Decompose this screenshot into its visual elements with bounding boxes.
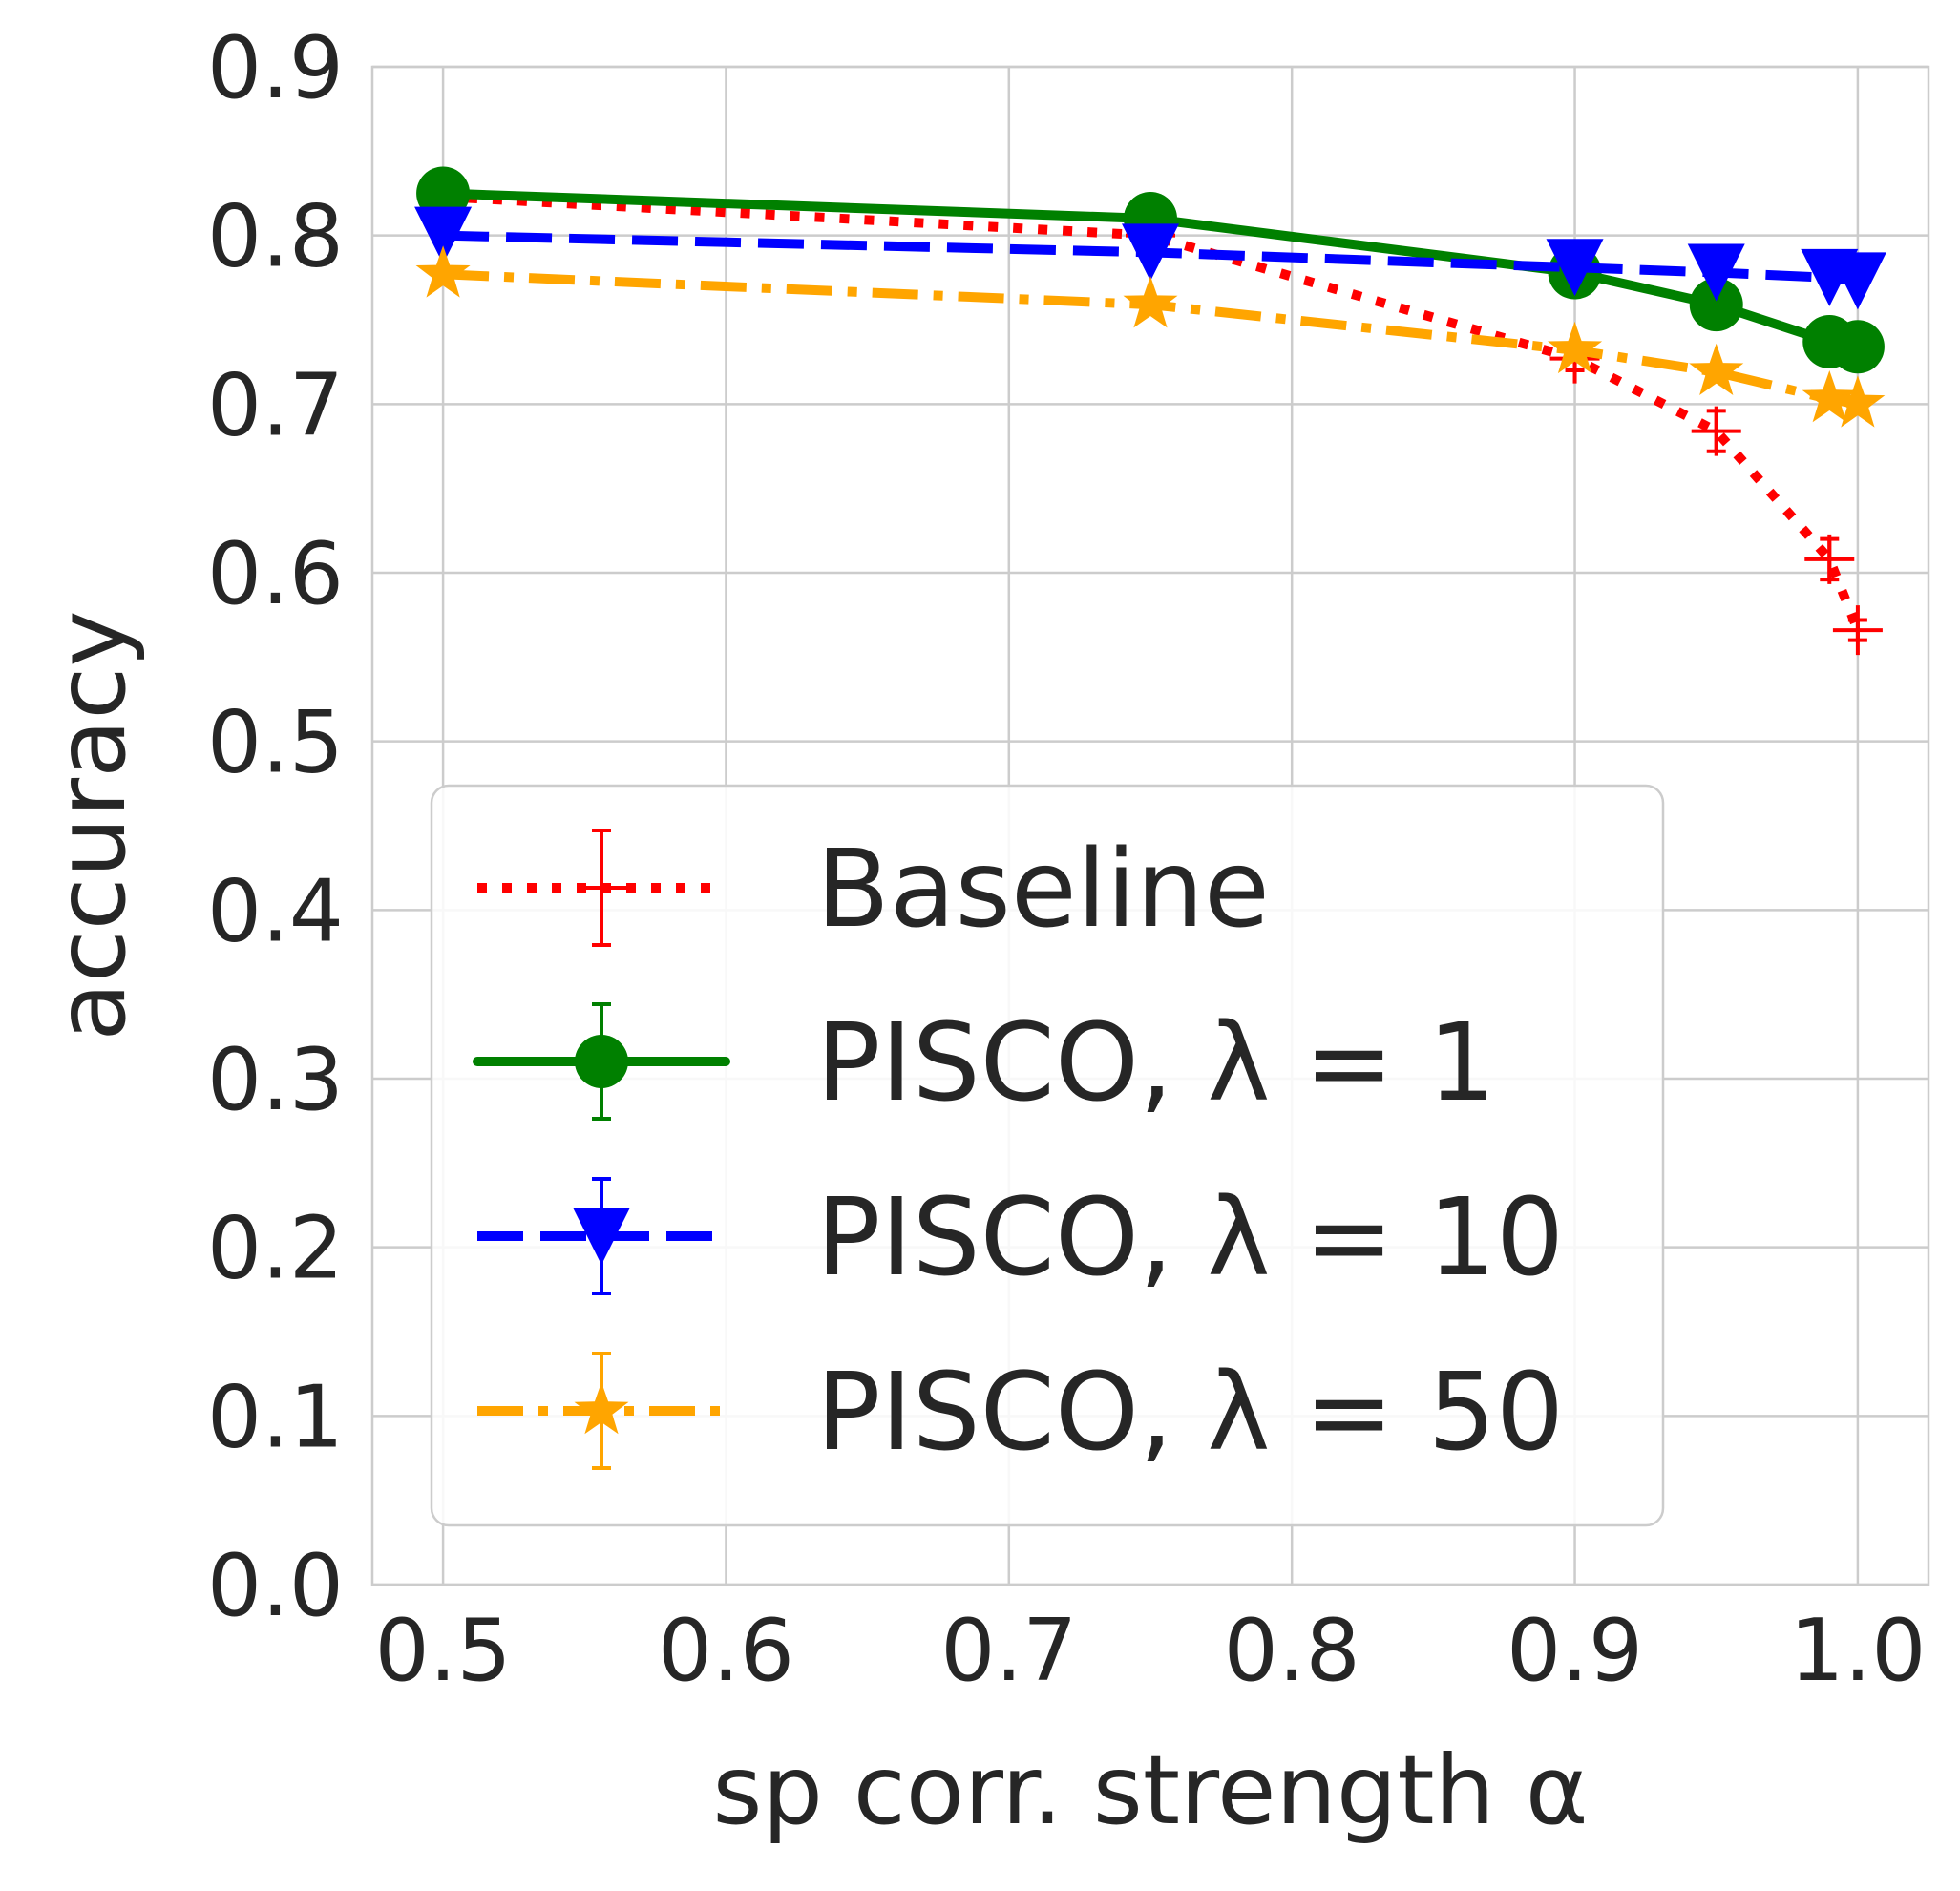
triangle-marker — [1122, 223, 1179, 282]
legend-label: PISCO, λ = 50 — [816, 1351, 1564, 1475]
circle-marker — [575, 1035, 628, 1088]
series-line — [442, 192, 1863, 632]
circle-marker — [416, 166, 471, 221]
y-tick-label: 0.2 — [207, 1199, 344, 1299]
x-tick-label: 0.8 — [1224, 1601, 1360, 1701]
star-marker — [1548, 321, 1603, 374]
y-tick-label: 0.3 — [207, 1030, 344, 1130]
x-tick-label: 0.9 — [1507, 1601, 1643, 1701]
legend-entry: PISCO, λ = 1 — [473, 1001, 1496, 1125]
x-tick-label: 0.6 — [658, 1601, 794, 1701]
y-tick-label: 0.1 — [207, 1367, 344, 1467]
y-tick-label: 0.6 — [207, 524, 344, 624]
legend-entry: PISCO, λ = 10 — [477, 1176, 1564, 1300]
y-tick-label: 0.7 — [207, 355, 344, 455]
circle-marker — [1830, 320, 1885, 374]
star-marker — [415, 245, 471, 298]
legend: Baseline PISCO, λ = 1 PISCO, λ = 10 PISCO, … — [430, 784, 1665, 1527]
y-tick-label: 0.8 — [207, 187, 344, 287]
triangle-marker — [1828, 252, 1886, 310]
star-marker — [1802, 370, 1857, 423]
legend-entry: Baseline — [477, 828, 1270, 952]
circle-marker — [1689, 278, 1743, 332]
legend-entry: PISCO, λ = 50 — [477, 1351, 1564, 1475]
legend-label: PISCO, λ = 1 — [816, 1001, 1496, 1125]
legend-box — [430, 784, 1665, 1527]
triangle-marker — [573, 1208, 630, 1265]
x-axis-label: sp corr. strength α — [712, 1734, 1588, 1846]
series-2 — [414, 206, 1886, 310]
triangle-marker — [414, 206, 473, 264]
x-tick-label: 0.5 — [375, 1601, 512, 1701]
y-tick-label: 0.0 — [207, 1536, 344, 1636]
plot-frame — [370, 65, 1930, 1586]
star-marker — [574, 1382, 629, 1435]
y-tick-label: 0.4 — [207, 861, 344, 961]
y-tick-label: 0.5 — [207, 693, 344, 793]
series-3 — [415, 245, 1886, 428]
star-marker — [1123, 276, 1178, 328]
triangle-marker — [1546, 239, 1604, 297]
series-layer — [414, 166, 1886, 656]
y-tick-label: 0.9 — [207, 18, 344, 118]
legend-label: Baseline — [816, 828, 1270, 952]
y-axis-label: accuracy — [35, 610, 147, 1040]
x-tick-label: 1.0 — [1789, 1601, 1926, 1701]
x-tick-label: 0.7 — [940, 1601, 1077, 1701]
legend-label: PISCO, λ = 10 — [816, 1176, 1564, 1300]
tick-labels: 0.5 0.6 0.7 0.8 0.9 1.0 0.0 0.1 0.2 0.3 0.4 0.5 0.6 0… — [207, 18, 1927, 1701]
triangle-marker — [1687, 243, 1745, 302]
star-marker — [1689, 343, 1744, 395]
star-marker — [1830, 375, 1886, 428]
